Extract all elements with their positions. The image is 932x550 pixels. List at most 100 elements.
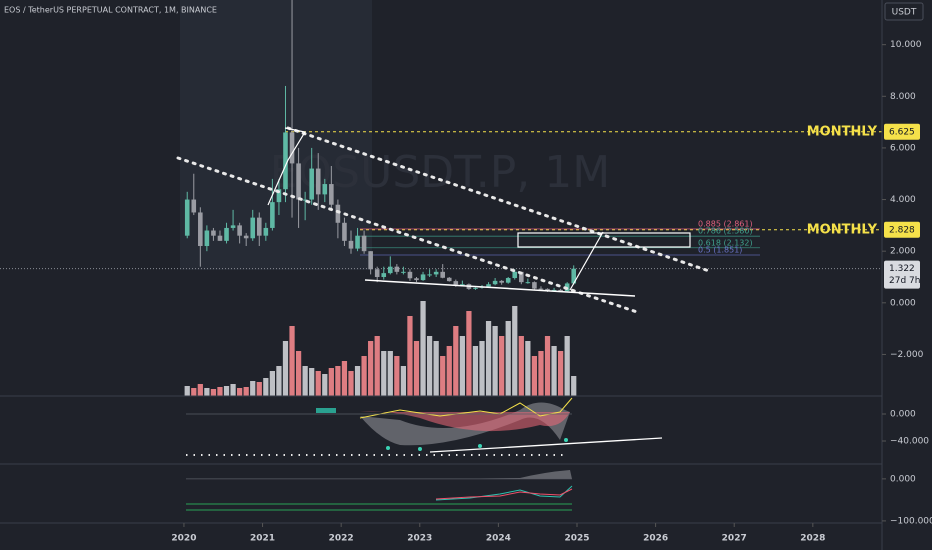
candle-body <box>211 230 216 236</box>
pane-tick-label: 0.000 <box>890 474 916 484</box>
drawings <box>176 126 714 315</box>
candle-body <box>407 271 413 279</box>
chart-title: EOS / TetherUS PERPETUAL CONTRACT, 1M, B… <box>4 6 217 15</box>
volume-bar <box>400 366 407 396</box>
candle-body <box>348 240 354 249</box>
candle-body <box>512 271 518 279</box>
volume-bar <box>204 388 210 396</box>
volume-bar <box>269 371 276 396</box>
candle-body <box>322 184 328 195</box>
volume-bar <box>361 356 367 396</box>
volume-bar <box>453 326 459 396</box>
volume-bar <box>250 381 256 396</box>
signal-dot <box>418 447 422 451</box>
candle-body <box>453 281 459 285</box>
candle-body <box>525 282 531 284</box>
countdown: 27d 7h <box>889 276 920 286</box>
volume-bar <box>433 341 439 396</box>
pane-tick-label: −100.000 <box>890 516 932 526</box>
candle-body <box>296 163 301 200</box>
volume-bar <box>525 341 531 396</box>
y-tick-label: 4.000 <box>890 195 916 205</box>
volume-bar <box>354 366 361 396</box>
y-tick-label: 2.000 <box>890 247 916 257</box>
signal-dot <box>478 444 482 448</box>
volume-bar <box>446 346 452 396</box>
x-tick-label: 2022 <box>329 534 354 544</box>
volume-bar <box>387 351 393 396</box>
volume-bar <box>348 371 354 396</box>
candle-body <box>243 235 249 239</box>
target-box <box>517 232 691 248</box>
candle-body <box>335 204 341 223</box>
x-tick-label: 2027 <box>722 534 747 544</box>
oscillator-area <box>360 411 570 432</box>
pattern-line <box>267 127 306 206</box>
volume-bar <box>544 336 551 396</box>
candle-body <box>427 274 432 276</box>
trend-line <box>176 156 642 315</box>
candle-body <box>394 266 400 272</box>
candle-body <box>558 289 563 292</box>
candle-body <box>217 235 223 241</box>
volume-bar <box>459 336 465 396</box>
volume-bar <box>413 341 420 396</box>
volume-bar <box>335 366 341 396</box>
candle-body <box>283 132 288 190</box>
candle-body <box>342 222 347 241</box>
volume-bar <box>374 336 380 396</box>
indicator-line <box>435 485 573 501</box>
candle-body <box>571 268 577 284</box>
candle-body <box>309 168 314 200</box>
x-tick-label: 2021 <box>250 534 275 544</box>
candle-body <box>440 271 445 278</box>
candle-body <box>276 189 282 203</box>
x-tick-label: 2024 <box>486 534 511 544</box>
volume-bar <box>512 306 518 396</box>
x-tick-label: 2028 <box>800 534 825 544</box>
candle-body <box>250 217 256 239</box>
volume-bar <box>322 374 328 396</box>
main-pane <box>0 0 882 396</box>
candle-body <box>230 225 236 228</box>
candle-body <box>486 284 491 287</box>
volume-bar <box>256 382 262 396</box>
divergence-line <box>429 437 663 453</box>
histogram-block <box>316 408 336 413</box>
date-range-highlight <box>180 0 372 270</box>
candle-body <box>545 288 550 291</box>
volume-bar <box>263 378 269 396</box>
volume-bar <box>538 351 544 396</box>
volume-bar <box>440 356 446 396</box>
signal-dot <box>564 438 568 442</box>
volume-bar <box>499 336 505 396</box>
volume-bar <box>531 356 538 396</box>
volume-bar <box>237 388 243 396</box>
candle-body <box>198 212 203 247</box>
price-tag-label: 6.625 <box>889 127 915 137</box>
price-tag <box>884 123 920 140</box>
volume-bar <box>309 368 315 396</box>
volume-bar <box>479 341 485 396</box>
volume-bar <box>394 356 400 396</box>
candle-body <box>420 274 426 281</box>
x-tick-label: 2023 <box>407 534 432 544</box>
candle-body <box>460 284 465 286</box>
y-tick-label: 6.000 <box>890 143 916 153</box>
volume-bar <box>472 346 479 396</box>
candle-body <box>381 273 387 277</box>
volume-bar <box>341 361 348 396</box>
currency-box <box>884 2 924 21</box>
volume-bar <box>289 326 295 396</box>
candle-body <box>401 271 406 273</box>
candle-body <box>388 266 393 274</box>
volume-bar <box>557 351 564 396</box>
volume-bar <box>518 336 524 396</box>
candle-body <box>499 280 504 283</box>
candle-body <box>519 271 524 283</box>
volume-bar <box>505 321 511 396</box>
annotation: MONTHLY <box>807 222 878 237</box>
volume-bar <box>466 311 472 396</box>
